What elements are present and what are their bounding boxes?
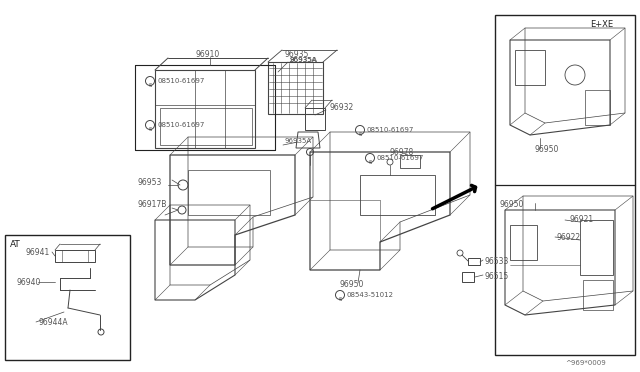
- Text: 96950: 96950: [500, 200, 524, 209]
- Text: 96950: 96950: [340, 280, 364, 289]
- Text: 08543-51012: 08543-51012: [347, 292, 394, 298]
- Text: 96917B: 96917B: [138, 200, 168, 209]
- Text: 08510-61697: 08510-61697: [367, 127, 414, 133]
- Text: 96515: 96515: [485, 272, 509, 281]
- Text: 96533: 96533: [485, 257, 509, 266]
- Text: 96941: 96941: [25, 248, 49, 257]
- Text: 96932: 96932: [330, 103, 355, 112]
- Text: 96940: 96940: [16, 278, 40, 287]
- Text: 96935A: 96935A: [290, 57, 318, 63]
- Bar: [5, 235, 130, 360]
- Text: 96953: 96953: [138, 178, 163, 187]
- Text: 96935A: 96935A: [290, 57, 317, 63]
- Text: S: S: [368, 160, 372, 164]
- Text: S: S: [358, 132, 362, 137]
- Text: 08510-61697: 08510-61697: [157, 78, 204, 84]
- Text: 96950: 96950: [535, 145, 559, 154]
- Text: 96944A: 96944A: [38, 318, 68, 327]
- Text: 08510-61697: 08510-61697: [158, 122, 205, 128]
- Text: S: S: [148, 83, 152, 87]
- Text: 96910: 96910: [195, 50, 220, 59]
- Text: ^969*0009: ^969*0009: [565, 360, 605, 366]
- Text: S: S: [148, 126, 152, 132]
- Text: 08510-61697: 08510-61697: [377, 155, 424, 161]
- Text: S: S: [339, 296, 342, 302]
- Text: 96935: 96935: [285, 50, 309, 59]
- Bar: [495, 15, 635, 355]
- Text: AT: AT: [10, 240, 20, 249]
- Text: 96922: 96922: [557, 233, 581, 242]
- Text: 96935A: 96935A: [285, 138, 312, 144]
- Text: 96921: 96921: [570, 215, 594, 224]
- Text: 96978: 96978: [390, 148, 414, 157]
- Text: E+XE: E+XE: [590, 20, 613, 29]
